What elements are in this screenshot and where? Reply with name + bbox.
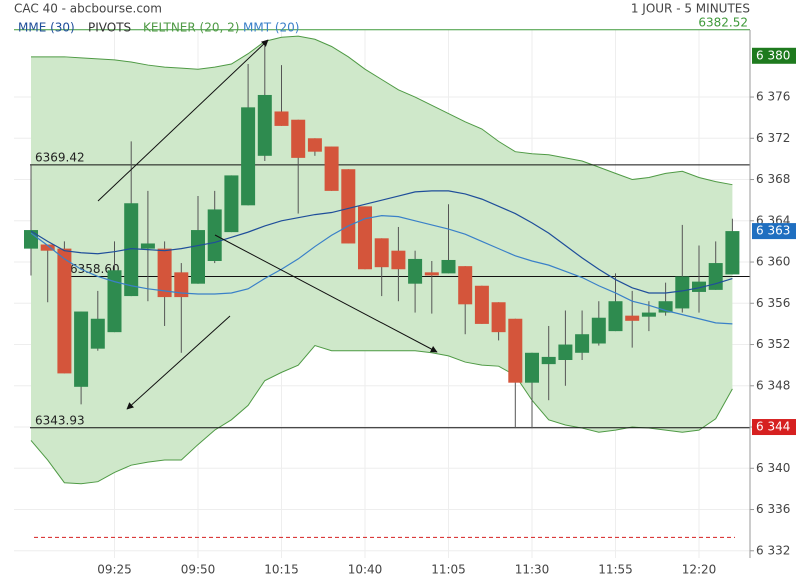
chart-subtitle: 1 JOUR - 5 MINUTES (631, 2, 750, 16)
price-tag-label: 6 363 (756, 224, 790, 238)
candle-body (124, 203, 139, 297)
x-tick-label: 10:40 (348, 563, 383, 577)
candle-body (708, 263, 723, 290)
pivot-label: 6369.42 (35, 150, 85, 164)
arrow (214, 234, 438, 353)
candle-body (224, 175, 239, 233)
candle-body (291, 119, 306, 158)
candle-body (324, 146, 339, 191)
candle-body (608, 301, 623, 332)
candle-body (107, 270, 122, 333)
pivot-label: 6358.60 (70, 262, 120, 276)
legend-item: PIVOTS (88, 21, 131, 35)
candle-body (424, 272, 439, 276)
y-tick-label: 6 356 (756, 296, 790, 310)
candle-body (541, 356, 556, 365)
price-tag (752, 419, 796, 436)
y-tick-label: 6 332 (756, 543, 790, 557)
plot: 6 332 6 336 6 340 6 344 6 348 6 352 6 356 6 360… (14, 15, 796, 577)
pivot-label: 6343.93 (35, 413, 85, 427)
x-tick-label: 09:50 (181, 563, 216, 577)
candle-body (191, 230, 205, 284)
candle-body (74, 311, 89, 387)
x-tick-label: 11:30 (515, 563, 550, 577)
arrow (97, 39, 269, 202)
candle-body (675, 276, 690, 309)
candle-body (575, 334, 590, 353)
price-tag-label: 6 344 (756, 420, 790, 434)
x-tick-label: 10:15 (264, 563, 299, 577)
candle-body (40, 244, 55, 251)
legend-item: MME (30) (18, 21, 75, 35)
candle-body (625, 315, 640, 321)
candle-body (257, 94, 272, 156)
price-tag-label: 6 380 (756, 48, 790, 62)
candle-body (558, 344, 573, 360)
candle-body (140, 243, 155, 249)
x-tick-label: 09:25 (97, 563, 132, 577)
x-tick-label: 12:20 (682, 563, 717, 577)
candle-body (725, 231, 740, 275)
candle-body (641, 312, 656, 317)
y-tick-label: 6 368 (756, 172, 790, 186)
ma-line (30, 190, 733, 294)
price-tag (752, 223, 796, 240)
annotations (97, 39, 438, 410)
candle-body (374, 238, 389, 268)
candle-body (174, 272, 189, 298)
y-tick-label: 6 340 (756, 461, 790, 475)
candle-body (508, 318, 523, 383)
candle-body (341, 169, 356, 244)
candle-body (441, 259, 456, 274)
candle-body (274, 111, 289, 126)
keltner-upper (31, 35, 733, 186)
candle-body (458, 266, 473, 305)
candle-body (391, 250, 406, 270)
candle-body (207, 209, 222, 261)
candle-body (658, 301, 673, 313)
y-tick-label: 6 336 (756, 502, 790, 516)
candle-body (90, 318, 105, 349)
candle-body (491, 302, 506, 333)
price-tag (752, 47, 796, 64)
candle-body (24, 230, 38, 249)
candle-body (474, 285, 489, 324)
candle-body (358, 206, 372, 270)
chart-title: CAC 40 - abcbourse.com (14, 2, 162, 16)
top-line-label: 6382.52 (698, 15, 748, 29)
y-tick-label: 6 348 (756, 378, 790, 392)
candle-body (241, 107, 256, 206)
legend-item: KELTNER (20, 2) (143, 21, 239, 35)
candle-body (307, 138, 322, 152)
keltner-lower (30, 344, 733, 485)
ma-line (30, 215, 733, 325)
candle-body (57, 248, 72, 374)
x-tick-label: 11:55 (598, 563, 633, 577)
arrow (126, 315, 231, 410)
x-tick-label: 11:05 (431, 563, 466, 577)
y-tick-label: 6 352 (756, 337, 790, 351)
candle-body (157, 248, 172, 298)
y-tick-label: 6 372 (756, 131, 790, 145)
candle-body (525, 352, 539, 383)
candle-body (692, 281, 706, 292)
y-tick-label: 6 360 (756, 255, 790, 269)
legend-item: MMT (20) (243, 21, 299, 35)
candle-body (408, 258, 423, 284)
candle-body (591, 317, 606, 344)
legend: MME (30) PIVOTS KELTNER (20, 2) MMT (20) (18, 21, 299, 35)
y-tick-label: 6 376 (756, 90, 790, 104)
